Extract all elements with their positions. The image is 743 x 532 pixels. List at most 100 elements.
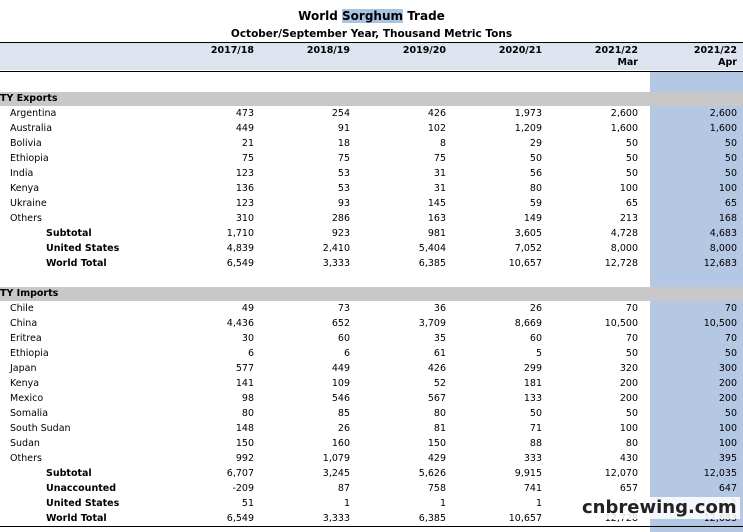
table-cell: 546 [331,393,350,404]
column-header-year: 2020/21 [498,45,542,56]
table-row: Others 310 286 163 149 213 168 [0,211,743,226]
table-cell: 71 [529,423,542,434]
column-header-year: 2021/22 [594,45,638,56]
table-cell: 50 [625,168,638,179]
table-cell: 333 [523,453,542,464]
title-highlight[interactable]: Sorghum [342,9,404,23]
table-cell: 136 [235,183,254,194]
row-label: Argentina [10,108,57,119]
table-cell: 133 [523,393,542,404]
table-cell: 18 [337,138,350,149]
table-cell: 4,728 [610,228,638,239]
exports-section-label: TY Exports [0,93,58,104]
table-cell: 300 [718,363,737,374]
table-cell: 923 [331,228,350,239]
table-cell: 70 [625,303,638,314]
imports-section-bar [0,287,743,301]
table-cell: 299 [523,363,542,374]
row-label: China [10,318,38,329]
table-row: Mexico 98 546 567 133 200 200 [0,391,743,406]
column-header-year: 2019/20 [402,45,446,56]
row-label: United States [46,243,120,254]
table-cell: 3,245 [322,468,350,479]
table-cell: 160 [331,438,350,449]
table-cell: 50 [625,138,638,149]
table-cell: 98 [241,393,254,404]
table-cell: 1 [439,498,446,509]
table-cell: 1,079 [322,453,350,464]
row-label: Bolivia [10,138,42,149]
table-cell: 88 [529,438,542,449]
row-label: Ukraine [10,198,47,209]
table-cell: 1,973 [514,108,542,119]
table-cell: 8,000 [709,243,737,254]
table-cell: 100 [619,183,638,194]
table-cell: 7,052 [514,243,542,254]
table-cell: 50 [724,348,737,359]
table-cell: 163 [427,213,446,224]
table-cell: 1,600 [709,123,737,134]
table-cell: 4,436 [226,318,254,329]
table-cell: 200 [718,378,737,389]
table-row: Eritrea 30 60 35 60 70 70 [0,331,743,346]
table-cell: 6,385 [418,513,446,524]
table-cell: 70 [724,333,737,344]
table-cell: 426 [427,363,446,374]
row-label: Kenya [10,183,40,194]
table-cell: 141 [235,378,254,389]
row-label: Japan [10,363,37,374]
table-cell: 81 [433,423,446,434]
table-cell: 56 [529,168,542,179]
table-row: Bolivia 21 18 8 29 50 50 [0,136,743,151]
table-cell: 29 [529,138,542,149]
imports-section-label: TY Imports [0,288,59,299]
column-header-year: 2018/19 [306,45,350,56]
row-label: Somalia [10,408,49,419]
table-cell: 981 [427,228,446,239]
table-cell: 149 [523,213,542,224]
table-cell: 12,728 [604,258,638,269]
table-cell: 8,000 [610,243,638,254]
table-cell: 70 [724,303,737,314]
table-row: Kenya 136 53 31 80 100 100 [0,181,743,196]
table-cell: 430 [619,453,638,464]
table-cell: 3,333 [322,513,350,524]
row-label: Unaccounted [46,483,116,494]
table-cell: 5,404 [418,243,446,254]
row-label: Ethiopia [10,153,49,164]
table-cell: 26 [337,423,350,434]
table-cell: 3,333 [322,258,350,269]
table-cell: 200 [619,378,638,389]
table-row: Australia 449 91 102 1,209 1,600 1,600 [0,121,743,136]
table-cell: 75 [433,153,446,164]
column-header-month: Mar [617,57,638,68]
table-cell: 10,500 [703,318,737,329]
table-cell: 1 [343,498,350,509]
table-cell: 100 [718,438,737,449]
table-cell: 2,410 [322,243,350,254]
table-cell: 6,385 [418,258,446,269]
table-cell: 65 [625,198,638,209]
table-cell: 473 [235,108,254,119]
header-background [0,43,743,70]
table-cell: 50 [724,168,737,179]
table-cell: 449 [331,363,350,374]
table-cell: 75 [241,153,254,164]
row-label: United States [46,498,120,509]
row-label: Subtotal [46,228,92,239]
table-cell: 429 [427,453,446,464]
table-cell: 75 [337,153,350,164]
table-row: Unaccounted -209 87 758 741 657 647 [0,481,743,496]
table-row: Ukraine 123 93 145 59 65 65 [0,196,743,211]
table-cell: 310 [235,213,254,224]
table-cell: 5 [535,348,542,359]
table-row: Subtotal 1,710 923 981 3,605 4,728 4,683 [0,226,743,241]
table-cell: -209 [232,483,254,494]
exports-section-bar [0,92,743,106]
row-label: Subtotal [46,468,92,479]
row-label: Others [10,213,42,224]
table-cell: 3,605 [514,228,542,239]
table-cell: 60 [337,333,350,344]
row-label: World Total [46,258,107,269]
row-label: Kenya [10,378,40,389]
